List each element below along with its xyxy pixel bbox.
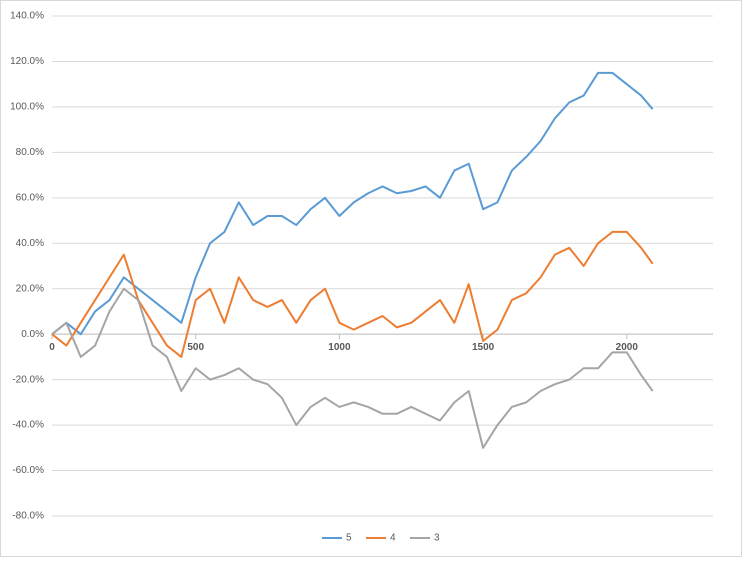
series-line	[51, 287, 654, 449]
y-tick-label: 120.0%	[10, 56, 44, 67]
y-tick-label: 60.0%	[16, 192, 44, 203]
x-tick-label: 0	[49, 342, 55, 353]
legend-label: 5	[346, 533, 352, 544]
x-tick-label: 1000	[328, 342, 351, 353]
y-tick-label: -20.0%	[12, 374, 44, 385]
legend-label: 4	[390, 533, 396, 544]
y-tick-label: -80.0%	[12, 511, 44, 522]
y-tick-label: 100.0%	[10, 102, 44, 113]
y-tick-label: -40.0%	[12, 420, 44, 431]
x-tick-label: 2000	[616, 342, 639, 353]
y-tick-label: 20.0%	[16, 283, 44, 294]
y-tick-label: -60.0%	[12, 465, 44, 476]
x-tick-label: 1500	[472, 342, 495, 353]
y-tick-label: 80.0%	[16, 147, 44, 158]
x-tick-label: 500	[187, 342, 204, 353]
y-tick-label: 0.0%	[21, 329, 44, 340]
legend-label: 3	[434, 533, 440, 544]
y-tick-label: 40.0%	[16, 238, 44, 249]
series-line	[51, 230, 654, 358]
y-tick-label: 140.0%	[10, 11, 44, 22]
series-line	[51, 71, 654, 336]
